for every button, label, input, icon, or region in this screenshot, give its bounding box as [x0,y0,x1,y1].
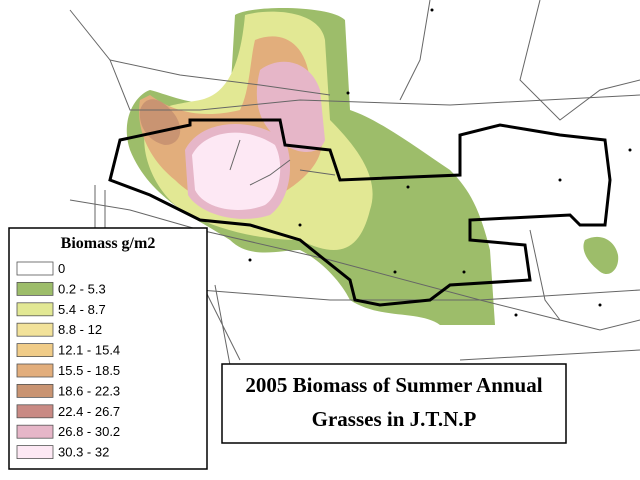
point [298,223,302,227]
legend-swatch [16,343,54,358]
legend-title: Biomass g/m2 [61,235,156,252]
point [406,185,410,189]
road [229,139,336,186]
road [529,229,640,331]
point [346,91,350,95]
legend-label: 0 [58,261,65,276]
legend-swatch [16,322,54,337]
legend-label: 15.5 - 18.5 [58,363,120,378]
zone-green-east [583,236,619,275]
legend-items: 0 0.2 - 5.3 5.4 - 8.7 8.8 - 12 12.1 - 15.4 15… [16,261,120,460]
biomass-zones [126,8,619,326]
legend-swatch [16,281,54,296]
legend-label: 0.2 - 5.3 [58,281,106,296]
legend-swatch [16,363,54,378]
point [430,8,434,12]
title-box [221,363,567,444]
legend-swatch [16,261,54,276]
map-title-line: 2005 Biomass of Summer Annual [245,373,542,397]
legend-label: 22.4 - 26.7 [58,404,120,419]
road [459,349,640,361]
roads [69,0,640,366]
legend-label: 12.1 - 15.4 [58,343,120,358]
road [199,289,561,321]
zone-pink-north [256,61,325,152]
point [558,178,562,182]
map-title-line: Grasses in J.T.N.P [312,407,477,431]
legend-swatch [16,404,54,419]
points [248,8,632,317]
legend-swatch [16,424,54,439]
legend-label: 18.6 - 22.3 [58,383,120,398]
legend-label: 5.4 - 8.7 [58,302,106,317]
legend-label: 26.8 - 30.2 [58,424,120,439]
park-boundary [108,118,612,307]
point [514,313,518,317]
legend-label: 8.8 - 12 [58,322,102,337]
road [519,0,640,121]
legend-swatch [16,302,54,317]
legend-swatch [16,383,54,398]
road [69,199,640,301]
point [598,303,602,307]
legend-swatch [16,445,54,460]
point [393,270,397,274]
point [248,258,252,262]
point [462,270,466,274]
legend-label: 30.3 - 32 [58,445,109,460]
road [399,0,431,101]
road [109,59,331,96]
point [628,148,632,152]
zone-white [192,132,281,210]
road [94,185,241,366]
